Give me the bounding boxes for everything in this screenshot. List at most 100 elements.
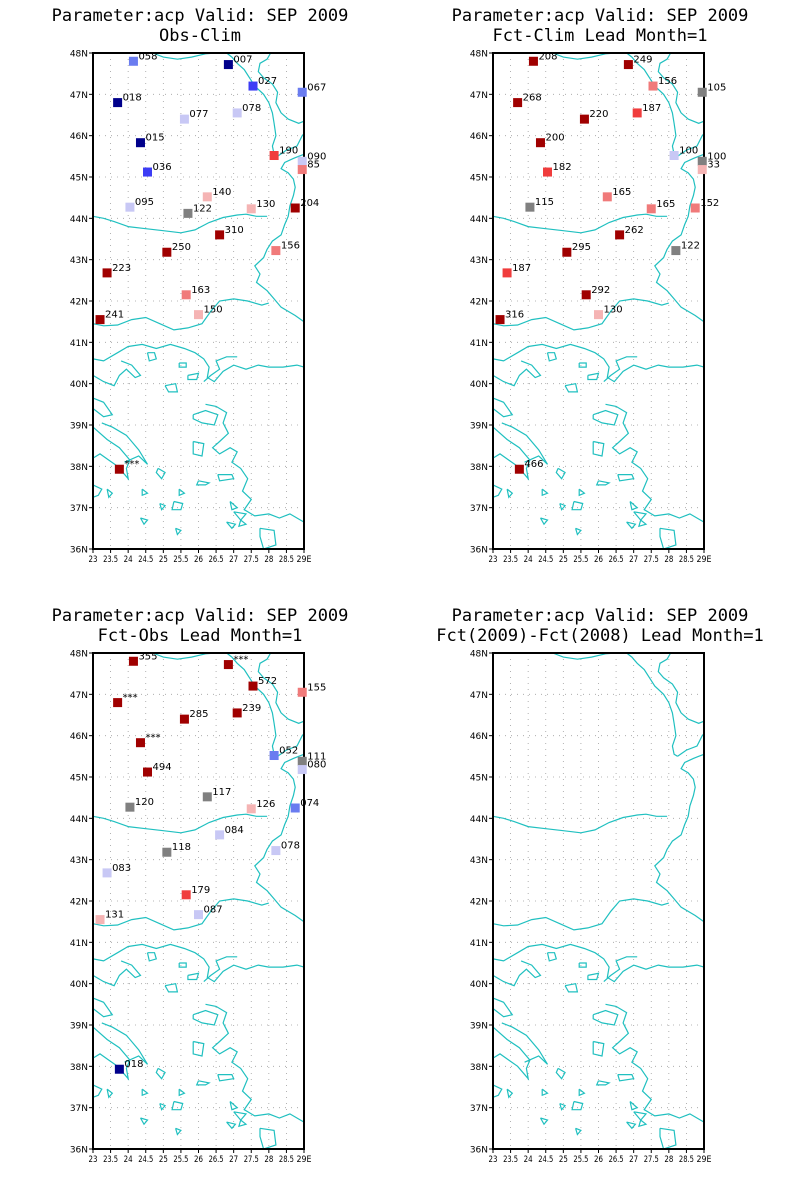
lon-tick-label: 25 (559, 555, 568, 565)
station-marker (525, 202, 535, 212)
map-obs-clim: 36N 37N 38N 39N 40N 41N 42N 43N 44N 45N 46N 47N 48N 2… (70, 50, 327, 566)
lon-tick-label: 24 (524, 555, 533, 565)
station-marker (114, 1064, 124, 1074)
station-marker (179, 114, 189, 124)
lon-tick-labels: 23 23.5 24 24.5 25 25.5 26 26.5 27 27.5 28 28.5 29E (89, 549, 312, 565)
lat-tick-label: 38N (70, 463, 88, 473)
station-marker (297, 756, 307, 766)
station-value-label: 087 (204, 905, 223, 916)
lon-tick-label: 28.5 (279, 1155, 294, 1165)
panel-title: Parameter:acp Valid: SEP 2009 (451, 606, 749, 626)
lon-tick-label: 26 (594, 1155, 603, 1165)
lat-tick-label: 39N (70, 1022, 88, 1032)
panel-fct-obs: Parameter:acp Valid: SEP 2009 Fct-Obs Le… (0, 600, 400, 1200)
station-value-label: 074 (300, 798, 319, 809)
lon-tick-label: 27.5 (244, 1155, 259, 1165)
station-marker (269, 751, 279, 761)
station-marker (297, 156, 307, 166)
station-marker (181, 890, 191, 900)
lat-tick-label: 47N (70, 691, 88, 701)
station-marker (215, 230, 225, 240)
lat-tick-label: 41N (470, 339, 488, 349)
station-value-label: 115 (535, 197, 554, 208)
lat-tick-label: 48N (70, 650, 88, 660)
lon-tick-label: 27.5 (244, 555, 259, 565)
lon-tick-label: 24.5 (538, 1155, 553, 1165)
lon-tick-label: 23 (489, 1155, 498, 1165)
lat-tick-label: 36N (70, 1146, 88, 1156)
station-marker (179, 714, 189, 724)
lat-tick-label: 47N (470, 691, 488, 701)
station-value-label: 190 (279, 146, 298, 157)
lon-tick-label: 28 (664, 555, 673, 565)
station-marker (697, 156, 707, 166)
map-fct-diff: 36N 37N 38N 39N 40N 41N 42N 43N 44N 45N 46N 47N 48N 2… (470, 650, 712, 1166)
station-value-label: 239 (242, 703, 261, 714)
lat-tick-label: 46N (470, 132, 488, 142)
lat-tick-label: 42N (70, 898, 88, 908)
lat-tick-label: 48N (70, 50, 88, 60)
panel-subtitle: Fct-Clim Lead Month=1 (492, 26, 708, 46)
lon-tick-labels: 23 23.5 24 24.5 25 25.5 26 26.5 27 27.5 28 28.5 29E (89, 1149, 312, 1165)
lat-tick-label: 40N (470, 380, 488, 390)
lat-tick-label: 46N (70, 132, 88, 142)
station-value-label: 268 (523, 93, 542, 104)
lon-tick-label: 28 (264, 555, 273, 565)
lon-tick-label: 24.5 (138, 555, 153, 565)
station-marker (232, 708, 242, 718)
lat-tick-label: 36N (70, 546, 88, 556)
lon-tick-label: 26.5 (609, 555, 624, 565)
station-value-label: 140 (212, 187, 231, 198)
station-marker (297, 765, 307, 775)
station-marker (143, 167, 153, 177)
panel-title: Parameter:acp Valid: SEP 2009 (51, 6, 349, 26)
lon-tick-label: 25.5 (573, 555, 588, 565)
station-marker (202, 792, 212, 802)
station-value-label: 285 (189, 709, 208, 720)
station-value-label: 122 (681, 241, 700, 252)
lat-tick-label: 44N (470, 815, 488, 825)
lat-tick-label: 42N (470, 298, 488, 308)
station-value-label: 130 (256, 199, 275, 210)
station-marker (246, 804, 256, 814)
station-marker (128, 56, 138, 66)
lat-tick-label: 36N (470, 546, 488, 556)
lat-tick-label: 38N (470, 463, 488, 473)
station-value-label: 117 (212, 787, 231, 798)
station-marker (290, 803, 300, 813)
station-marker (194, 910, 203, 920)
lon-tick-label: 25 (159, 1155, 168, 1165)
station-marker (602, 192, 612, 202)
station-marker (125, 202, 135, 212)
station-value-label: 156 (658, 76, 677, 87)
station-marker (528, 56, 538, 66)
panel-fct-diff: Parameter:acp Valid: SEP 2009 Fct(2009)-… (400, 600, 800, 1200)
station-marker (562, 247, 572, 257)
station-marker (646, 204, 656, 214)
station-value-label: 223 (112, 263, 131, 274)
station-value-label: *** (145, 733, 160, 744)
station-value-label: 250 (172, 242, 191, 253)
station-marker (615, 230, 625, 240)
station-marker (248, 81, 258, 91)
station-marker (202, 192, 212, 202)
lon-tick-label: 28 (264, 1155, 273, 1165)
station-marker (143, 767, 153, 777)
map-fct-obs: 36N 37N 38N 39N 40N 41N 42N 43N 44N 45N 46N 47N 48N 2… (70, 650, 327, 1166)
lon-tick-label: 26.5 (209, 1155, 224, 1165)
lat-tick-label: 38N (70, 1063, 88, 1073)
lat-tick-label: 37N (470, 504, 488, 514)
lon-tick-labels: 23 23.5 24 24.5 25 25.5 26 26.5 27 27.5 28 28.5 29E (489, 549, 712, 565)
lat-tick-label: 39N (70, 422, 88, 432)
lon-tick-label: 23 (89, 555, 98, 565)
lon-tick-label: 28 (664, 1155, 673, 1165)
station-marker (246, 204, 256, 214)
lat-tick-labels: 36N 37N 38N 39N 40N 41N 42N 43N 44N 45N 46N 47N 48N (70, 50, 93, 556)
lat-tick-label: 39N (470, 422, 488, 432)
lat-tick-label: 43N (70, 856, 88, 866)
lon-tick-labels: 23 23.5 24 24.5 25 25.5 26 26.5 27 27.5 28 28.5 29E (489, 1149, 712, 1165)
lon-tick-label: 29E (297, 555, 312, 565)
station-marker (223, 660, 233, 670)
panel-title: Parameter:acp Valid: SEP 2009 (51, 606, 349, 626)
station-marker (113, 698, 123, 708)
